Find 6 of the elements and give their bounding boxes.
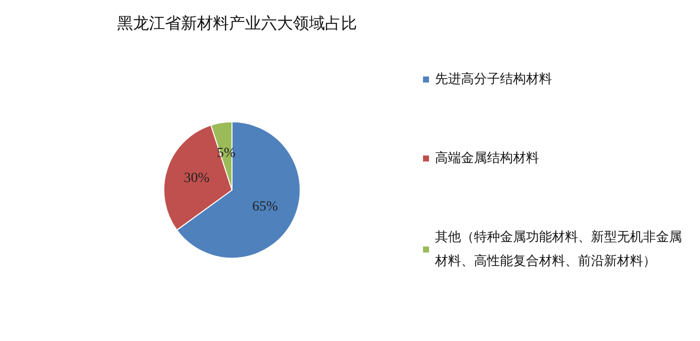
legend-label: 先进高分子结构材料: [435, 71, 552, 87]
chart-title: 黑龙江省新材料产业六大领域占比: [117, 14, 357, 32]
data-label: 65%: [252, 199, 278, 214]
legend-label: 高端金属结构材料: [435, 150, 539, 166]
data-label: 30%: [184, 171, 210, 186]
legend-label: 其他（特种金属功能材料、新型无机非金属材料、高性能复合材料、前沿新材料）: [434, 230, 682, 269]
